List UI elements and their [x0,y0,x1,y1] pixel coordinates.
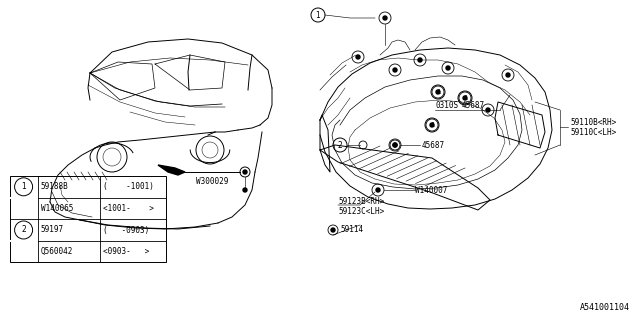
Text: W140065: W140065 [40,204,73,213]
Polygon shape [158,165,185,175]
Circle shape [393,143,397,147]
Circle shape [331,228,335,232]
Text: 59123B<RH>: 59123B<RH> [338,197,384,206]
Text: 1: 1 [436,89,440,95]
Text: 1: 1 [463,95,467,101]
Text: <0903-   >: <0903- > [102,247,149,256]
Circle shape [436,90,440,94]
Circle shape [506,73,510,77]
Circle shape [243,188,247,192]
Text: 1: 1 [316,11,321,20]
Circle shape [383,16,387,20]
Text: 59114: 59114 [340,226,363,235]
Text: 2: 2 [338,140,342,149]
Text: A541001104: A541001104 [580,303,630,312]
Circle shape [376,188,380,192]
Text: 59197: 59197 [40,226,64,235]
Text: 1: 1 [21,182,26,191]
Text: <1001-    >: <1001- > [102,204,154,213]
Circle shape [243,170,247,174]
Circle shape [418,58,422,62]
Text: 59110C<LH>: 59110C<LH> [570,127,616,137]
Circle shape [486,108,490,112]
Text: 59123C<LH>: 59123C<LH> [338,207,384,217]
Circle shape [393,143,397,147]
Text: (    -1001): ( -1001) [102,182,154,191]
Text: 59188B: 59188B [40,182,68,191]
Text: 1: 1 [429,122,435,128]
Text: Q560042: Q560042 [40,247,73,256]
Text: 59110B<RH>: 59110B<RH> [570,117,616,126]
Text: W300029: W300029 [196,177,228,186]
Text: W140007: W140007 [415,186,447,195]
Circle shape [446,66,450,70]
Text: 45687: 45687 [422,140,445,149]
Bar [10,176,166,262]
Text: (   -0903): ( -0903) [102,226,149,235]
Circle shape [430,123,434,127]
Text: 0310S: 0310S [435,100,458,109]
Circle shape [463,96,467,100]
Text: 45687: 45687 [462,100,485,109]
Text: 2: 2 [21,226,26,235]
Circle shape [356,55,360,59]
Circle shape [393,68,397,72]
